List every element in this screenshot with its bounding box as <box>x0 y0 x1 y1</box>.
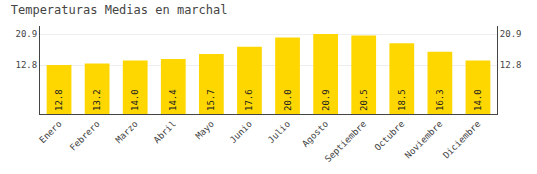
svg-text:Septiembre: Septiembre <box>323 119 368 164</box>
svg-text:Mayo: Mayo <box>194 119 216 141</box>
svg-text:20.0: 20.0 <box>283 89 293 111</box>
svg-text:Marzo: Marzo <box>114 119 140 145</box>
svg-text:20.9: 20.9 <box>321 89 331 111</box>
svg-text:Temperaturas Medias en marchal: Temperaturas Medias en marchal <box>11 3 228 17</box>
svg-text:Enero: Enero <box>37 119 63 145</box>
svg-text:20.9: 20.9 <box>16 29 38 39</box>
svg-text:Diciembre: Diciembre <box>441 119 483 161</box>
svg-text:Noviembre: Noviembre <box>403 119 445 161</box>
svg-text:Abril: Abril <box>152 119 178 145</box>
svg-text:Octubre: Octubre <box>372 119 406 153</box>
svg-text:20.5: 20.5 <box>359 89 369 111</box>
svg-text:14.0: 14.0 <box>130 89 140 111</box>
svg-text:17.6: 17.6 <box>244 89 254 111</box>
svg-text:12.8: 12.8 <box>500 60 522 70</box>
svg-text:Junio: Junio <box>228 119 254 145</box>
svg-text:Julio: Julio <box>266 119 292 145</box>
svg-text:Agosto: Agosto <box>300 119 330 149</box>
svg-text:16.3: 16.3 <box>435 89 445 111</box>
svg-text:20.9: 20.9 <box>500 29 522 39</box>
svg-text:18.5: 18.5 <box>397 89 407 111</box>
svg-text:12.8: 12.8 <box>16 60 38 70</box>
svg-text:15.7: 15.7 <box>206 89 216 111</box>
svg-text:14.0: 14.0 <box>473 89 483 111</box>
svg-text:12.8: 12.8 <box>54 89 64 111</box>
svg-text:13.2: 13.2 <box>92 89 102 111</box>
svg-text:Febrero: Febrero <box>68 119 102 153</box>
svg-text:14.4: 14.4 <box>168 89 178 111</box>
